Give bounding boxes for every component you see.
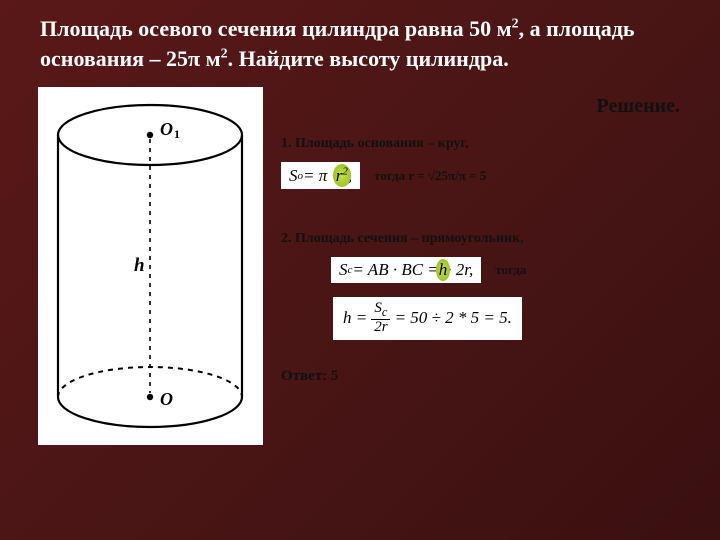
formula-height: h = Sc 2r = 50 ÷ 2 * 5 = 5. <box>333 297 522 340</box>
answer-text: Ответ: 5 <box>281 368 690 385</box>
step-1-text: 1. Площадь основания – круг, <box>281 136 690 152</box>
content-row: O 1 O h Решение. 1. Площадь основания – … <box>0 81 720 445</box>
formula-h: h <box>439 260 448 279</box>
step-1-then: тогда r = √25π/π = 5 <box>374 168 486 184</box>
frac-num-s: S <box>374 300 382 316</box>
step-2-then: тогда <box>495 262 526 278</box>
svg-text:h: h <box>134 255 145 276</box>
formula-s: S <box>289 166 298 186</box>
frac-rhs: = 50 ÷ 2 * 5 = 5. <box>395 308 512 328</box>
formula-area-section: Sc = AB · BC = h · 2r, <box>331 257 481 283</box>
highlight-r-squared: r2 <box>336 165 348 186</box>
solution-column: Решение. 1. Площадь основания – круг, So… <box>281 81 690 445</box>
fraction: Sc 2r <box>371 301 390 336</box>
formula-sup: 2 <box>342 165 348 177</box>
step-1-formula-row: So = π · r2 , тогда r = √25π/π = 5 <box>281 162 690 189</box>
cylinder-diagram: O 1 O h <box>38 87 263 445</box>
formula-mid2: · 2r, <box>447 260 473 280</box>
fraction-denominator: 2r <box>371 320 390 336</box>
formula-s2: S <box>339 260 348 280</box>
frac-lhs: h = <box>343 308 367 328</box>
svg-text:O: O <box>160 389 173 409</box>
frac-num-sub: c <box>382 305 388 319</box>
solution-header: Решение. <box>281 95 680 118</box>
formula-eq: = π · <box>303 166 336 186</box>
fraction-numerator: Sc <box>371 301 390 320</box>
formula-mid1: = AB · BC = <box>352 260 438 280</box>
step-2-text: 2. Площадь сечения – прямоугольник, <box>281 231 690 247</box>
svg-text:1: 1 <box>174 127 180 141</box>
step-2-formula-row: Sc = AB · BC = h · 2r, тогда <box>331 257 690 283</box>
formula-area-circle: So = π · r2 , <box>281 162 360 189</box>
highlight-h: h <box>439 260 448 280</box>
page-title: Площадь осевого сечения цилиндра равна 5… <box>0 0 720 81</box>
svg-text:O: O <box>160 119 173 139</box>
